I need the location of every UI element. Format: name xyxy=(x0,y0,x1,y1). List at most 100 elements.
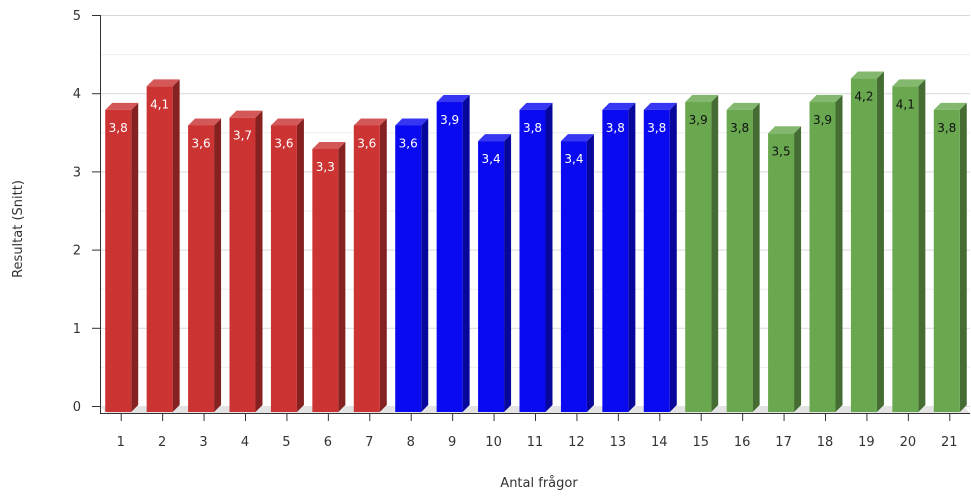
bar-front xyxy=(892,86,919,412)
bar-front xyxy=(850,78,877,412)
bar-front xyxy=(188,125,215,412)
x-tick-label: 6 xyxy=(324,435,332,450)
bar-side xyxy=(131,102,139,412)
bar xyxy=(768,126,802,413)
bar xyxy=(933,102,967,412)
bar xyxy=(229,110,263,412)
bar-front xyxy=(768,133,795,413)
bar-value-label: 3,6 xyxy=(357,136,376,150)
y-tick-label: 1 xyxy=(73,322,81,337)
x-tick-label: 12 xyxy=(568,435,585,450)
bar-value-label: 3,8 xyxy=(109,121,128,135)
bar-value-label: 3,5 xyxy=(772,144,791,158)
bar xyxy=(188,118,222,412)
bar-side xyxy=(338,141,346,412)
bar-top xyxy=(436,95,470,103)
x-tick-label: 2 xyxy=(158,435,166,450)
y-tick-label: 2 xyxy=(73,244,81,259)
x-tick-label: 21 xyxy=(941,435,958,450)
bar-front xyxy=(436,102,463,413)
bar-value-label: 3,3 xyxy=(316,160,335,174)
bar-top xyxy=(353,118,387,126)
x-tick-label: 17 xyxy=(775,435,792,450)
x-tick-label: 1 xyxy=(117,435,125,450)
bars-layer xyxy=(105,71,967,413)
bar xyxy=(395,118,429,412)
x-tick-label: 7 xyxy=(365,435,373,450)
y-tick-label: 5 xyxy=(73,9,81,24)
bar xyxy=(685,95,719,413)
bar-top xyxy=(685,95,719,103)
bar xyxy=(643,102,677,412)
bar-top xyxy=(146,79,180,87)
bar-top xyxy=(395,118,429,126)
bar-side xyxy=(255,110,263,412)
bar-front xyxy=(685,102,712,413)
bar xyxy=(270,118,304,412)
bar-value-label: 3,6 xyxy=(399,136,418,150)
bar xyxy=(602,102,636,412)
bar-value-label: 3,9 xyxy=(813,113,832,127)
bar-top xyxy=(726,102,760,110)
y-axis: 0 1 2 3 4 5 xyxy=(73,9,101,415)
bar-side xyxy=(669,102,677,412)
bar-value-label: 3,9 xyxy=(440,113,459,127)
bar-front xyxy=(146,86,173,412)
x-tick-label: 3 xyxy=(199,435,207,450)
bar xyxy=(809,95,843,413)
x-tick-label: 13 xyxy=(610,435,627,450)
bar xyxy=(519,102,553,412)
x-tick-label: 8 xyxy=(407,435,415,450)
bar-front xyxy=(395,125,422,412)
bar-top xyxy=(768,126,802,134)
x-tick-label: 10 xyxy=(485,435,502,450)
bar-side xyxy=(959,102,967,412)
bar-front xyxy=(105,109,132,412)
bar xyxy=(726,102,760,412)
x-tick-label: 15 xyxy=(692,435,709,450)
y-axis-title: Resultat (Snitt) xyxy=(11,180,26,278)
data-labels-layer: 3,8 4,1 3,6 3,7 3,6 3,3 3,6 3,6 3,9 3,4 3,8 3,4 3,8 3… xyxy=(109,90,957,174)
x-tick-label: 4 xyxy=(241,435,249,450)
bar xyxy=(353,118,387,412)
bar-value-label: 3,4 xyxy=(564,152,583,166)
bar-side xyxy=(876,71,884,412)
bar-side xyxy=(172,79,180,412)
bar-top xyxy=(229,110,263,118)
bar-top xyxy=(270,118,304,126)
bar xyxy=(478,134,512,412)
bar-front xyxy=(270,125,297,412)
bar xyxy=(560,134,594,412)
bar-top xyxy=(809,95,843,103)
bar-side xyxy=(835,95,843,413)
bar-top xyxy=(850,71,884,79)
bar-side xyxy=(586,134,594,412)
bar-value-label: 4,1 xyxy=(896,97,915,111)
y-tick-label: 4 xyxy=(73,87,81,102)
bar-front xyxy=(726,109,753,412)
bar-front xyxy=(602,109,629,412)
bar-value-label: 3,7 xyxy=(233,129,252,143)
x-tick-label: 19 xyxy=(858,435,875,450)
x-axis-title: Antal frågor xyxy=(500,476,578,491)
bar-side xyxy=(214,118,222,412)
bar-value-label: 3,4 xyxy=(482,152,501,166)
bar-front xyxy=(643,109,670,412)
bar-top xyxy=(519,102,553,110)
bar xyxy=(892,79,926,412)
bar-side xyxy=(628,102,636,412)
bar-front xyxy=(560,141,587,412)
bar-top xyxy=(643,102,677,110)
bar-value-label: 3,8 xyxy=(606,121,625,135)
bar-top xyxy=(602,102,636,110)
bar-top xyxy=(188,118,222,126)
bar-top xyxy=(312,141,346,149)
bar-side xyxy=(504,134,512,412)
y-tick-label: 3 xyxy=(73,165,81,180)
x-tick-label: 11 xyxy=(527,435,544,450)
bar-value-label: 4,2 xyxy=(854,90,873,104)
bar-side xyxy=(794,126,802,413)
bar-side xyxy=(462,95,470,413)
